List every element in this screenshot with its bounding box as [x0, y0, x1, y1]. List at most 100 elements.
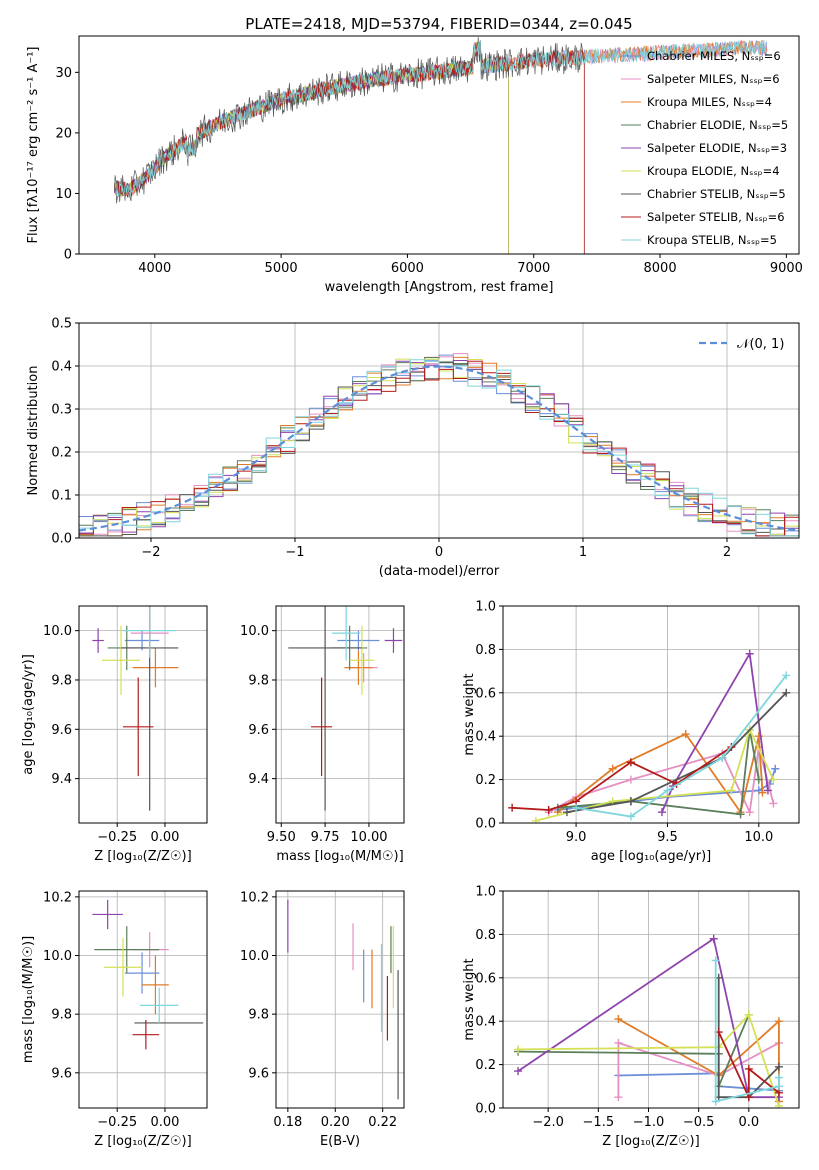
y-tick-label: 0.2	[475, 773, 496, 788]
errorbar-point	[337, 630, 380, 651]
weight-line	[717, 1031, 780, 1098]
spectrum-plot-area	[114, 37, 768, 254]
errorbar-point	[122, 677, 154, 777]
weight-marker	[514, 1045, 523, 1054]
y-tick-label: 9.8	[51, 673, 72, 688]
mass-vs-ebv-plot-area	[287, 899, 399, 1100]
x-axis-label: Z [log₁₀(Z/Z☉)]	[602, 1134, 699, 1149]
weight-marker	[572, 803, 581, 812]
errorbar-point	[311, 677, 333, 777]
y-tick-label: 1.0	[475, 885, 496, 900]
y-axis-label: mass weight	[462, 673, 477, 755]
weight-marker	[608, 764, 617, 773]
x-tick-label: 0.0	[738, 1115, 759, 1130]
legend-label: Salpeter MILES, Nₛₛₚ=6	[647, 72, 780, 86]
errorbar-point	[142, 955, 169, 1015]
weight-vs-z-plot-area	[514, 934, 783, 1108]
weight-marker	[758, 788, 767, 797]
x-tick-label: 9.0	[566, 830, 587, 845]
weight-marker	[681, 730, 690, 739]
x-tick-label: −1	[285, 545, 304, 560]
y-tick-label: 9.8	[51, 1008, 72, 1023]
errorbar-point	[349, 625, 375, 695]
errorbar-point	[122, 606, 177, 658]
x-tick-label: 0.20	[321, 1115, 350, 1130]
x-tick-label: 0.22	[368, 1115, 397, 1130]
legend-label: Chabrier STELIB, Nₛₛₚ=5	[647, 187, 786, 201]
y-tick-label: 9.8	[248, 1008, 269, 1023]
errorbar-point	[332, 606, 361, 661]
y-axis-label: age [log₁₀(age/yr)]	[21, 654, 36, 775]
histogram-step	[79, 362, 799, 537]
y-axis-label: mass [log₁₀(M/M☉)]	[21, 936, 36, 1063]
weight-marker	[727, 786, 736, 795]
axes-frame	[78, 35, 800, 255]
y-tick-label: 0.6	[475, 686, 496, 701]
errorbar-point	[101, 625, 141, 695]
y-tick-label: 9.6	[51, 1066, 72, 1081]
y-tick-label: 30	[55, 66, 72, 81]
errorbar-point	[288, 606, 362, 811]
x-axis-label: Z [log₁₀(Z/Z☉)]	[94, 849, 191, 864]
y-tick-label: 9.8	[248, 673, 269, 688]
x-tick-label: 4000	[138, 261, 171, 276]
weight-marker	[562, 808, 571, 817]
weight-marker	[544, 805, 553, 814]
weight-marker	[782, 688, 791, 697]
weight-marker	[614, 1093, 623, 1102]
chart-title: PLATE=2418, MJD=53794, FIBERID=0344, z=0…	[245, 15, 632, 33]
residuals-axes: −2 −1 0 1 2 0.0 0.1 0.2 0.3 0.4 0.5 (data-model)/er…	[26, 317, 800, 579]
legend-label: Chabrier MILES, Nₛₛₚ=6	[647, 49, 781, 63]
y-tick-label: 10.2	[43, 890, 72, 905]
y-tick-label: 9.4	[248, 772, 269, 787]
x-tick-label: −1.5	[583, 1115, 615, 1130]
weight-line	[557, 732, 764, 815]
age-vs-z-plot-area	[92, 606, 179, 811]
y-axis-label: Flux [fλ10⁻¹⁷ erg cm⁻² s⁻¹ A⁻¹]	[26, 47, 41, 244]
legend: 𝒩(0, 1)	[699, 337, 784, 352]
x-tick-label: 9000	[770, 261, 803, 276]
axes-frame	[78, 322, 800, 539]
x-axis-label: wavelength [Angstrom, rest frame]	[325, 280, 554, 295]
x-tick-label: 1	[579, 545, 587, 560]
residuals-plot-area	[79, 353, 799, 537]
axes-frame	[502, 890, 800, 1109]
weight-marker	[744, 1093, 753, 1102]
y-tick-label: 10.0	[240, 624, 269, 639]
errorbar-point	[92, 899, 123, 930]
legend-label: 𝒩(0, 1)	[737, 337, 784, 352]
weight-marker	[774, 1101, 783, 1108]
weight-marker	[657, 808, 666, 817]
legend-label: Chabrier ELODIE, Nₛₛₚ=5	[647, 118, 788, 132]
weight-marker	[614, 1038, 623, 1047]
y-tick-label: 0.4	[475, 730, 496, 745]
mass-vs-z-axes: −0.25 0.00 9.6 9.8 10.0 10.2 Z [log₁₀(Z/Z☉)] ma…	[21, 890, 208, 1149]
y-tick-label: 10.0	[43, 949, 72, 964]
x-tick-label: 10.0	[744, 830, 773, 845]
y-tick-label: 0.2	[51, 446, 72, 461]
x-tick-label: −2.0	[532, 1115, 564, 1130]
legend-label: Kroupa MILES, Nₛₛₚ=4	[647, 95, 772, 109]
weight-marker	[771, 764, 780, 773]
x-tick-label: 7000	[517, 261, 550, 276]
weight-line	[566, 692, 787, 813]
weight-line	[714, 960, 780, 1103]
errorbar-point	[94, 926, 160, 974]
x-tick-label: −0.5	[683, 1115, 715, 1130]
weight-marker	[744, 1064, 753, 1073]
x-tick-label: 2	[723, 545, 731, 560]
weight-marker	[745, 649, 754, 658]
weight-marker	[709, 934, 718, 943]
x-tick-label: 10.00	[350, 830, 387, 845]
weight-marker	[711, 956, 720, 965]
weight-marker	[763, 786, 772, 795]
x-tick-label: −0.25	[97, 830, 137, 845]
x-tick-label: 0.00	[150, 1115, 179, 1130]
weight-marker	[614, 1015, 623, 1024]
x-tick-label: 0.00	[150, 830, 179, 845]
weight-marker	[745, 808, 754, 817]
x-axis-label: age [log₁₀(age/yr)]	[591, 849, 712, 864]
y-tick-label: 0.8	[475, 928, 496, 943]
weight-marker	[626, 775, 635, 784]
